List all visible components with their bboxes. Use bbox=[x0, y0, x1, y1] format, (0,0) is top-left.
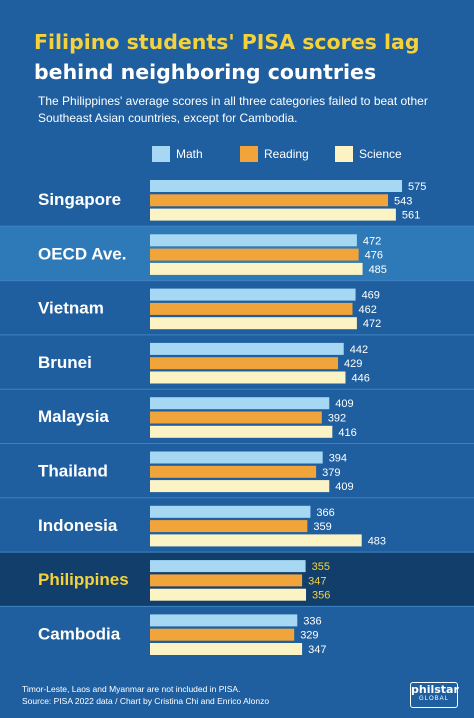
value-label-science-malaysia: 416 bbox=[338, 427, 356, 439]
value-label-math-philippines: 355 bbox=[312, 561, 330, 573]
bar-math-brunei bbox=[150, 342, 344, 355]
footer: Timor-Leste, Laos and Myanmar are not in… bbox=[22, 684, 269, 707]
value-label-science-indonesia: 483 bbox=[368, 535, 386, 547]
value-label-reading-thailand: 379 bbox=[322, 467, 340, 479]
bar-math-philippines bbox=[150, 560, 306, 573]
bar-chart: Singapore 575 543 561 OECD Ave. 472 476 485 Viet… bbox=[0, 180, 474, 656]
country-label-indonesia: Indonesia bbox=[38, 516, 118, 535]
title-line-2: behind neighboring countries bbox=[34, 60, 377, 84]
bar-science-philippines bbox=[150, 588, 307, 601]
bar-math-oecd-ave bbox=[150, 234, 357, 247]
footer-source: Source: PISA 2022 data / Chart by Cristi… bbox=[22, 695, 270, 706]
bar-science-indonesia bbox=[150, 534, 362, 547]
country-label-philippines: Philippines bbox=[38, 570, 129, 589]
philstar-logo: philstar GLOBAL bbox=[410, 682, 459, 708]
country-label-singapore: Singapore bbox=[38, 190, 121, 209]
bar-science-vietnam bbox=[150, 317, 357, 330]
country-label-cambodia: Cambodia bbox=[38, 624, 121, 643]
country-label-oecd-ave: OECD Ave. bbox=[38, 244, 127, 263]
subtitle: The Philippines' average scores in all t… bbox=[38, 94, 428, 125]
bar-science-oecd-ave bbox=[150, 262, 363, 275]
bar-reading-cambodia bbox=[150, 628, 295, 641]
bar-math-vietnam bbox=[150, 288, 356, 301]
value-label-math-thailand: 394 bbox=[329, 453, 347, 465]
value-label-science-oecd-ave: 485 bbox=[369, 264, 387, 276]
bar-science-thailand bbox=[150, 480, 330, 493]
bar-science-brunei bbox=[150, 371, 346, 384]
bar-reading-vietnam bbox=[150, 302, 353, 315]
bar-science-malaysia bbox=[150, 425, 333, 438]
bar-science-singapore bbox=[150, 208, 396, 221]
value-label-math-indonesia: 366 bbox=[316, 507, 334, 519]
bar-math-indonesia bbox=[150, 505, 311, 518]
bar-reading-brunei bbox=[150, 357, 339, 370]
value-label-reading-indonesia: 359 bbox=[313, 521, 331, 533]
value-label-reading-vietnam: 462 bbox=[358, 304, 376, 316]
bar-math-singapore bbox=[150, 180, 403, 192]
value-label-reading-malaysia: 392 bbox=[328, 413, 346, 425]
value-label-reading-cambodia: 329 bbox=[300, 630, 318, 642]
bar-reading-thailand bbox=[150, 465, 317, 478]
value-label-science-cambodia: 347 bbox=[308, 644, 326, 656]
bar-reading-indonesia bbox=[150, 520, 308, 533]
bar-science-cambodia bbox=[150, 643, 303, 655]
value-label-reading-philippines: 347 bbox=[308, 575, 326, 587]
brand-name: philstar bbox=[411, 683, 459, 696]
bar-reading-singapore bbox=[150, 194, 388, 207]
value-label-math-singapore: 575 bbox=[408, 181, 426, 193]
brand-sub: GLOBAL bbox=[418, 696, 449, 702]
value-label-math-oecd-ave: 472 bbox=[363, 235, 381, 247]
bar-reading-malaysia bbox=[150, 411, 322, 424]
value-label-math-vietnam: 469 bbox=[362, 290, 380, 302]
country-label-brunei: Brunei bbox=[38, 353, 92, 372]
value-label-reading-oecd-ave: 476 bbox=[365, 250, 383, 262]
value-label-math-cambodia: 336 bbox=[303, 615, 321, 627]
country-label-thailand: Thailand bbox=[38, 462, 108, 481]
bar-math-malaysia bbox=[150, 397, 330, 410]
value-label-math-malaysia: 409 bbox=[335, 398, 353, 410]
bar-math-cambodia bbox=[150, 614, 298, 627]
value-label-science-thailand: 409 bbox=[335, 481, 353, 493]
value-label-science-singapore: 561 bbox=[402, 210, 420, 222]
footer-note: Timor-Leste, Laos and Myanmar are not in… bbox=[22, 684, 241, 694]
bar-reading-oecd-ave bbox=[150, 248, 359, 261]
value-label-science-brunei: 446 bbox=[351, 373, 369, 385]
bar-reading-philippines bbox=[150, 574, 303, 587]
bar-math-thailand bbox=[150, 451, 323, 464]
country-label-vietnam: Vietnam bbox=[38, 299, 104, 318]
value-label-reading-brunei: 429 bbox=[344, 358, 362, 370]
value-label-reading-singapore: 543 bbox=[394, 195, 412, 207]
value-label-science-vietnam: 472 bbox=[363, 318, 381, 330]
value-label-math-brunei: 442 bbox=[350, 344, 368, 356]
value-label-science-philippines: 356 bbox=[312, 590, 330, 602]
title-line-1: Filipino students' PISA scores lag bbox=[34, 30, 420, 54]
country-label-malaysia: Malaysia bbox=[38, 407, 109, 426]
